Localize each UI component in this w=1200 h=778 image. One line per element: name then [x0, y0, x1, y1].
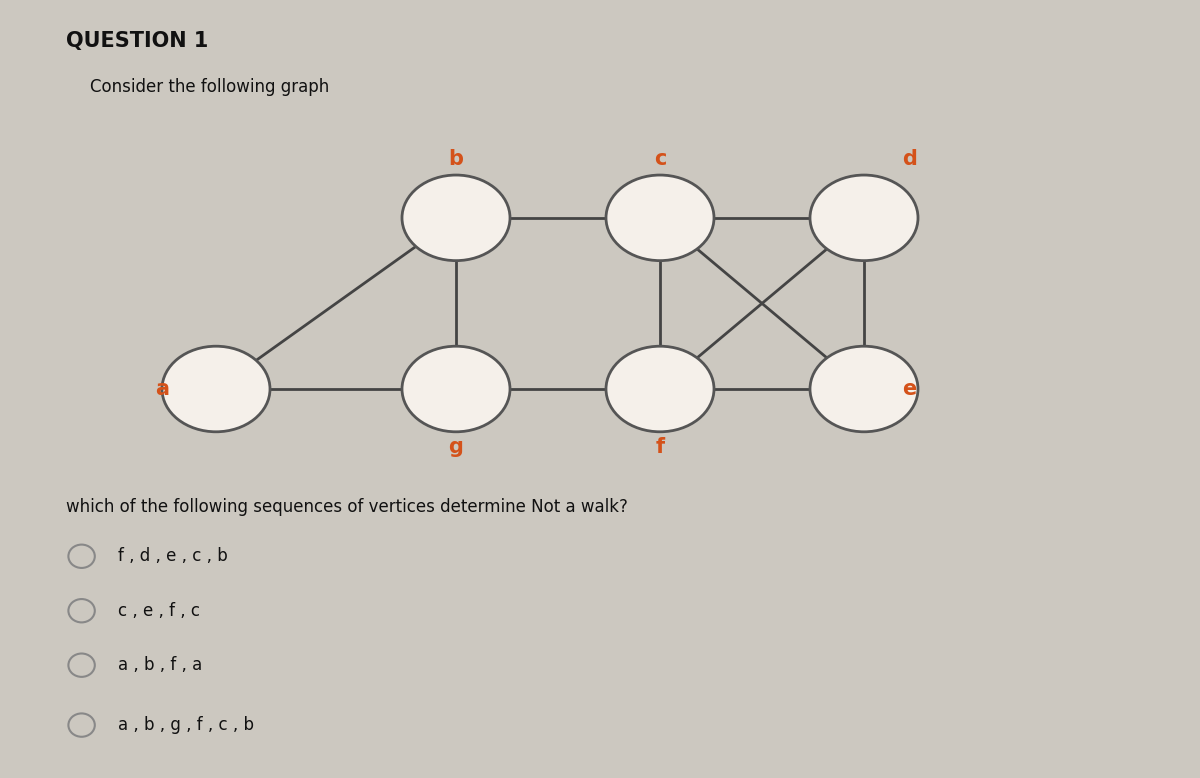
- Ellipse shape: [810, 175, 918, 261]
- Ellipse shape: [606, 175, 714, 261]
- Text: c: c: [654, 149, 666, 170]
- Ellipse shape: [162, 346, 270, 432]
- Ellipse shape: [402, 175, 510, 261]
- Text: a , b , f , a: a , b , f , a: [118, 656, 202, 675]
- Ellipse shape: [606, 346, 714, 432]
- Ellipse shape: [810, 346, 918, 432]
- Text: b: b: [449, 149, 463, 170]
- Text: a: a: [155, 379, 169, 399]
- Text: a , b , g , f , c , b: a , b , g , f , c , b: [118, 716, 253, 734]
- Text: which of the following sequences of vertices determine Not a walk?: which of the following sequences of vert…: [66, 498, 628, 516]
- Ellipse shape: [402, 346, 510, 432]
- Text: d: d: [902, 149, 917, 170]
- Text: f , d , e , c , b: f , d , e , c , b: [118, 547, 227, 566]
- Text: f: f: [655, 437, 665, 457]
- Text: g: g: [449, 437, 463, 457]
- Text: c , e , f , c: c , e , f , c: [118, 601, 199, 620]
- Text: e: e: [902, 379, 917, 399]
- Text: QUESTION 1: QUESTION 1: [66, 31, 209, 51]
- Text: Consider the following graph: Consider the following graph: [90, 78, 329, 96]
